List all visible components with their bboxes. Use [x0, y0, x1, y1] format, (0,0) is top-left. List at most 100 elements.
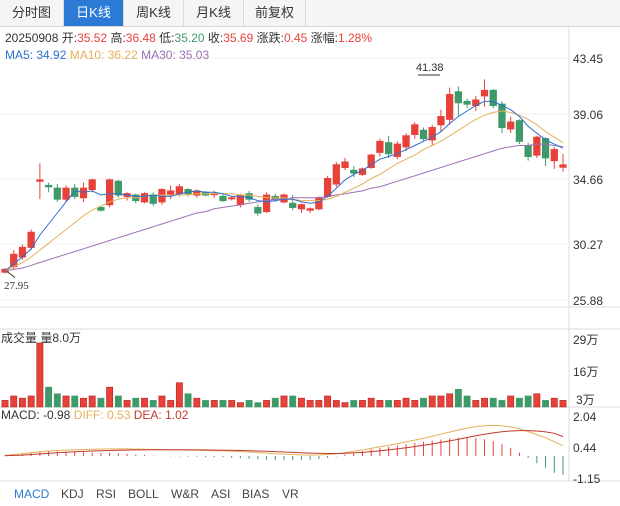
candle-body [149, 194, 157, 204]
indicator-bias[interactable]: BIAS [242, 487, 270, 501]
volume-bar [463, 395, 471, 408]
indicator-boll[interactable]: BOLL [128, 487, 159, 501]
candle-body [419, 129, 428, 140]
volume-bar [271, 397, 279, 408]
volume-bar [542, 400, 550, 408]
candle-body [533, 136, 541, 156]
candle-body [367, 154, 375, 168]
tab-daily-k[interactable]: 日K线 [64, 0, 124, 26]
volume-bar [202, 400, 209, 408]
volume-bar [515, 397, 523, 408]
low-price-marker: 27.95 [4, 280, 29, 292]
ma30-legend: MA30: 35.03 [141, 48, 210, 62]
tab-intraday[interactable]: 分时图 [0, 0, 64, 26]
volume-bar [402, 397, 410, 408]
macd-tick: -1.15 [573, 472, 601, 486]
candle-body [219, 195, 227, 202]
candle-body [428, 127, 436, 141]
volume-bar [97, 397, 105, 408]
open-value: 35.52 [77, 31, 108, 45]
ma30-line [4, 143, 564, 272]
open-label: 开: [61, 31, 78, 45]
volume-bar [324, 395, 332, 408]
high-price-marker: 41.38 [416, 62, 444, 74]
ma5-legend: MA5: 34.92 [5, 48, 67, 62]
indicator-macd[interactable]: MACD [14, 487, 50, 501]
volume-bar [1, 400, 9, 408]
candle-body [262, 194, 271, 213]
price-tick: 39.06 [573, 108, 604, 122]
indicator-kdj[interactable]: KDJ [61, 487, 84, 501]
candle-body [507, 121, 515, 130]
volume-title: 成交量 量8.0万 [1, 331, 82, 345]
pct-value: 1.28% [338, 31, 373, 45]
candle-body [341, 161, 349, 168]
volume-bar [245, 400, 253, 408]
indicator-vr[interactable]: VR [282, 487, 299, 501]
candle-body [480, 89, 489, 97]
volume-bar [193, 397, 201, 408]
volume-bar [141, 397, 148, 408]
candle-body [254, 206, 262, 214]
volume-bar [158, 395, 166, 408]
candle-body [550, 149, 558, 162]
volume-bar [80, 397, 87, 408]
macd-value: MACD: -0.98 [1, 408, 71, 422]
candle-body [376, 140, 384, 153]
indicator-wr[interactable]: W&R [171, 487, 199, 501]
candle-body [114, 180, 122, 196]
volume-bar [454, 389, 462, 408]
volume-bar [71, 395, 79, 408]
change-label: 涨跌: [256, 31, 284, 45]
candle-body [315, 197, 323, 210]
candle-body [524, 144, 532, 157]
candle-body [10, 253, 18, 268]
volume-tick: 29万 [573, 333, 599, 347]
volume-bar [114, 395, 122, 408]
candle-body [393, 143, 401, 157]
volume-bar [210, 400, 218, 408]
volume-bar [332, 400, 340, 408]
candle-body [541, 138, 550, 159]
volume-bar [106, 386, 114, 408]
candle-body [559, 164, 567, 168]
high-label: 高: [110, 31, 126, 45]
low-value: 35.20 [174, 31, 205, 45]
volume-bar [27, 395, 35, 408]
candle-body [97, 206, 105, 211]
high-value: 36.48 [125, 31, 156, 45]
candle-body [44, 184, 53, 188]
volume-bar [315, 400, 323, 408]
macd-tick: 2.04 [573, 410, 597, 424]
indicator-asi[interactable]: ASI [211, 487, 231, 501]
candle-body [71, 187, 79, 197]
volume-bar [228, 400, 236, 408]
candle-body [167, 190, 175, 196]
price-tick: 34.66 [573, 173, 604, 187]
tab-weekly-k[interactable]: 周K线 [124, 0, 184, 26]
close-value: 35.69 [223, 31, 254, 45]
volume-tick: 16万 [573, 365, 599, 379]
tab-monthly-k[interactable]: 月K线 [184, 0, 244, 26]
ma10-legend: MA10: 36.22 [69, 48, 138, 62]
candle-body [463, 100, 471, 105]
volume-bar [472, 400, 480, 408]
change-value: 0.45 [283, 31, 308, 45]
volume-bar [263, 400, 271, 408]
tab-forward-adjust[interactable]: 前复权 [244, 0, 306, 26]
volume-bar [184, 393, 192, 408]
indicator-rsi[interactable]: RSI [96, 487, 117, 501]
candle-body [289, 202, 297, 208]
period-tab-bar: 分时图 日K线 周K线 月K线 前复权 [0, 0, 620, 27]
volume-bar [559, 400, 567, 408]
ma5-line [4, 100, 564, 272]
volume-bar [53, 393, 61, 408]
pct-label: 涨幅: [310, 31, 338, 45]
volume-bar [428, 395, 436, 408]
candle-body [332, 164, 340, 185]
volume-bar [289, 395, 297, 408]
volume-bar [219, 400, 227, 408]
candle-body [489, 89, 497, 107]
volume-bar [88, 395, 96, 408]
